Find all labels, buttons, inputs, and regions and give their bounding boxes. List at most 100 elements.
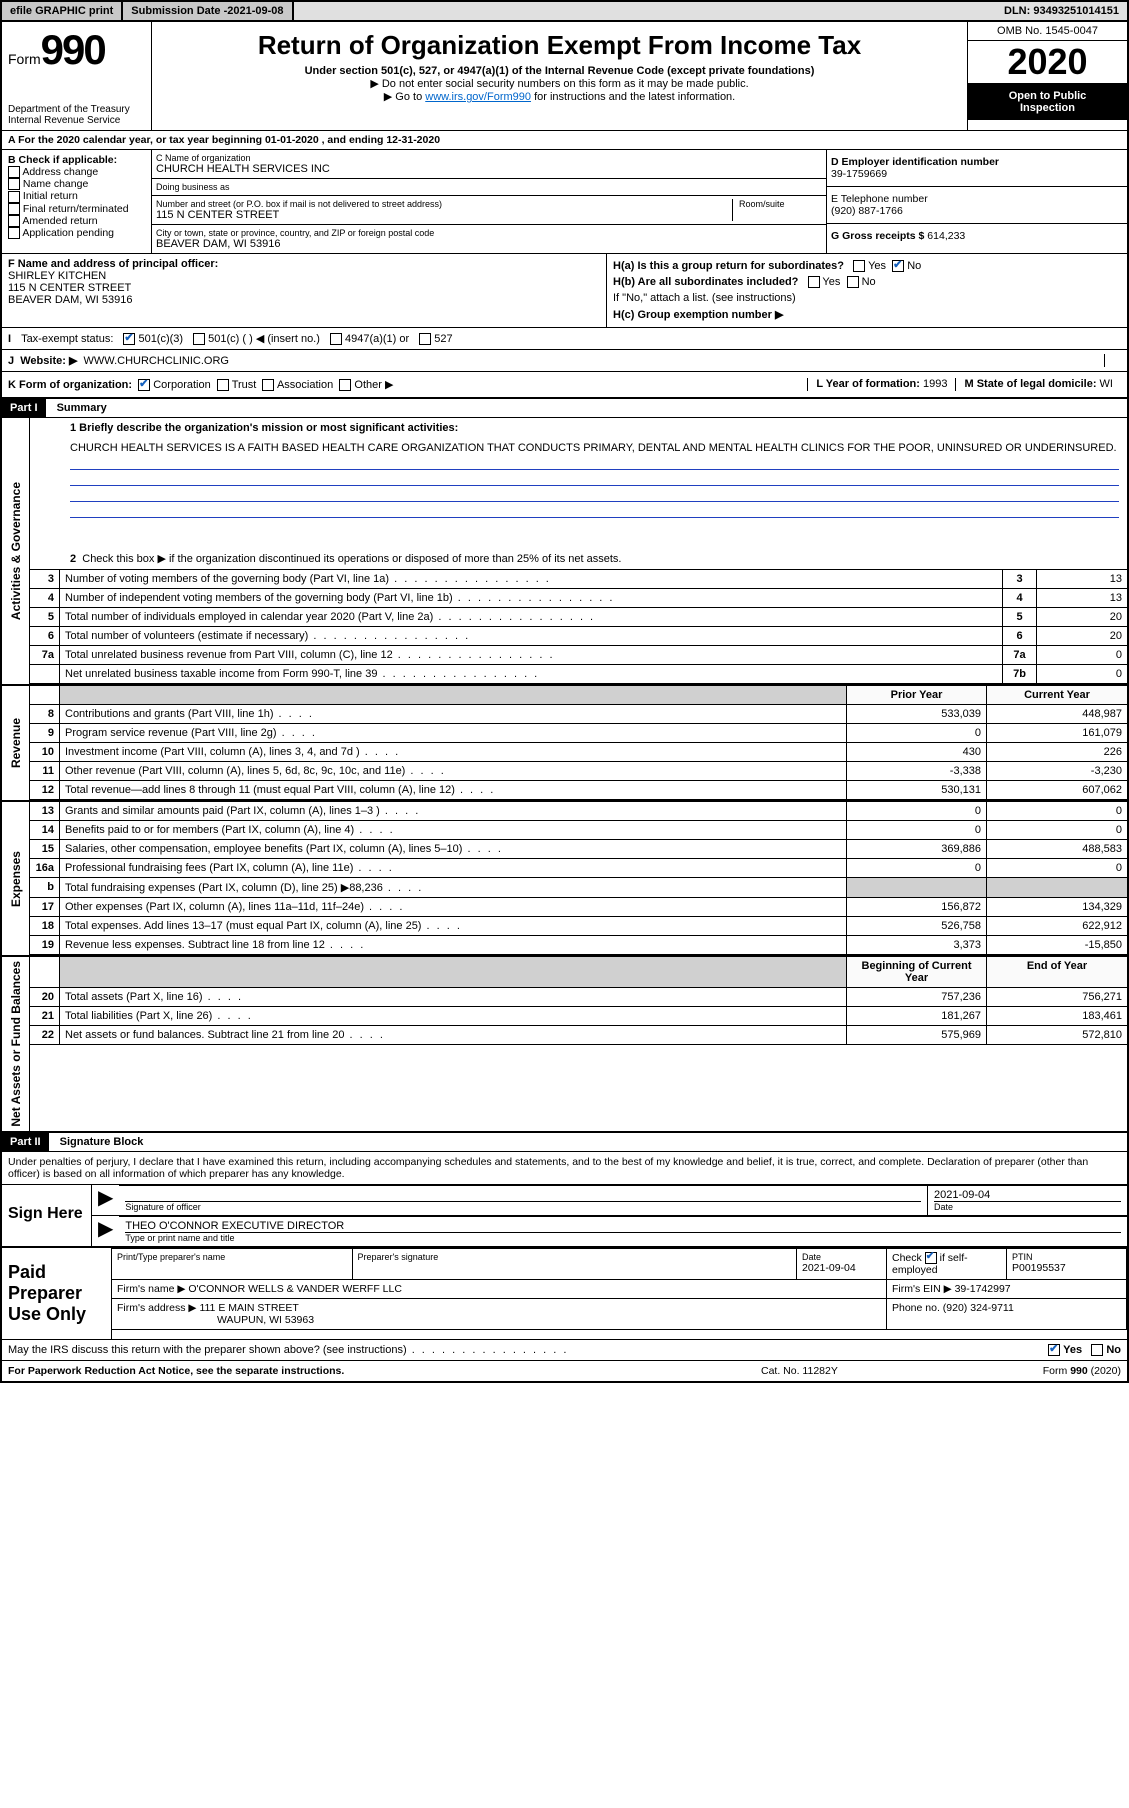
box-e: E Telephone number (920) 887-1766 [827, 187, 1127, 224]
sign-arrow-icon-2: ▶ [92, 1216, 119, 1246]
discuss-no[interactable] [1091, 1344, 1103, 1356]
phone-value: (920) 887-1766 [831, 205, 1123, 217]
line-num: 10 [30, 743, 60, 761]
line-17: 17Other expenses (Part IX, column (A), l… [30, 898, 1127, 917]
ptin-label: PTIN [1012, 1252, 1121, 1262]
officer-print-name: THEO O'CONNOR EXECUTIVE DIRECTOR [125, 1220, 1121, 1232]
chk-association[interactable] [262, 379, 274, 391]
part1-badge: Part I [2, 399, 46, 417]
officer-name: SHIRLEY KITCHEN [8, 270, 106, 282]
line-text: Total revenue—add lines 8 through 11 (mu… [60, 781, 847, 799]
room-label: Room/suite [739, 199, 822, 209]
col-current-year: Current Year [987, 686, 1127, 704]
part1-header: Part I Summary [2, 399, 1127, 418]
line-8: 8Contributions and grants (Part VIII, li… [30, 705, 1127, 724]
line-num: b [30, 878, 60, 897]
prior-year-value: 757,236 [847, 988, 987, 1006]
current-year-value: 226 [987, 743, 1127, 761]
chk-final-return[interactable]: Final return/terminated [8, 203, 145, 215]
chk-address-change[interactable]: Address change [8, 166, 145, 178]
firm-addr-label: Firm's address ▶ [117, 1302, 199, 1314]
firm-ein: 39-1742997 [955, 1283, 1011, 1295]
irs-link[interactable]: www.irs.gov/Form990 [425, 91, 531, 103]
line-text: Other expenses (Part IX, column (A), lin… [60, 898, 847, 916]
chk-501c[interactable]: 501(c) ( ) ◀ (insert no.) [193, 332, 320, 345]
prior-year-value: 430 [847, 743, 987, 761]
omb-number: OMB No. 1545-0047 [968, 22, 1127, 41]
current-year-value: 0 [987, 821, 1127, 839]
top-bar: efile GRAPHIC print Submission Date - 20… [0, 0, 1129, 22]
efile-print-button[interactable]: efile GRAPHIC print [2, 2, 123, 20]
form-title: Return of Organization Exempt From Incom… [158, 30, 961, 61]
prior-year-value: 3,373 [847, 936, 987, 954]
line-num: 13 [30, 802, 60, 820]
part2-header: Part II Signature Block [2, 1133, 1127, 1152]
box-m: M State of legal domicile: WI [955, 378, 1121, 391]
discuss-yes[interactable] [1048, 1344, 1060, 1356]
box-d: D Employer identification number 39-1759… [827, 150, 1127, 187]
officer-addr1: 115 N CENTER STREET [8, 282, 131, 294]
hb-yes[interactable]: Yes [822, 276, 840, 288]
chk-self-employed[interactable] [925, 1252, 937, 1264]
open-line2: Inspection [970, 102, 1125, 114]
line-num: 7a [30, 646, 60, 664]
part2-badge: Part II [2, 1133, 49, 1151]
city-value: BEAVER DAM, WI 53916 [156, 238, 822, 250]
line-text: Total expenses. Add lines 13–17 (must eq… [60, 917, 847, 935]
dept-treasury: Department of the Treasury [8, 104, 145, 115]
line-value: 0 [1037, 665, 1127, 683]
chk-trust[interactable] [217, 379, 229, 391]
submission-date-value: 2021-09-08 [227, 5, 283, 17]
line-num: 8 [30, 705, 60, 723]
chk-corporation[interactable] [138, 379, 150, 391]
ha-no[interactable]: No [907, 260, 921, 272]
form-note-ssn: Do not enter social security numbers on … [158, 77, 961, 90]
line-22: 22Net assets or fund balances. Subtract … [30, 1026, 1127, 1045]
chk-501c3[interactable]: 501(c)(3) [123, 333, 183, 345]
line-15: 15Salaries, other compensation, employee… [30, 840, 1127, 859]
ag-line-3: 3Number of voting members of the governi… [30, 570, 1127, 589]
officer-label: F Name and address of principal officer: [8, 258, 218, 270]
chk-name-change[interactable]: Name change [8, 178, 145, 190]
rev-col-header: Prior Year Current Year [30, 686, 1127, 705]
line-num: 14 [30, 821, 60, 839]
col-prior-year: Prior Year [847, 686, 987, 704]
side-label-revenue: Revenue [7, 714, 25, 772]
line-text: Revenue less expenses. Subtract line 18 … [60, 936, 847, 954]
officer-addr2: BEAVER DAM, WI 53916 [8, 294, 133, 306]
line-text: Investment income (Part VIII, column (A)… [60, 743, 847, 761]
form-note-link: Go to www.irs.gov/Form990 for instructio… [158, 90, 961, 103]
part1-title: Summary [49, 399, 115, 417]
hb-no[interactable]: No [862, 276, 876, 288]
line-box: 4 [1003, 589, 1037, 607]
prior-year-value: 156,872 [847, 898, 987, 916]
ha-yes[interactable]: Yes [868, 260, 886, 272]
street-value: 115 N CENTER STREET [156, 209, 732, 221]
ein-value: 39-1759669 [831, 168, 1123, 180]
ag-line-5: 5Total number of individuals employed in… [30, 608, 1127, 627]
line-text: Benefits paid to or for members (Part IX… [60, 821, 847, 839]
chk-4947[interactable]: 4947(a)(1) or [330, 333, 409, 345]
prior-year-value: 181,267 [847, 1007, 987, 1025]
ag-line-7b: Net unrelated business taxable income fr… [30, 665, 1127, 684]
current-year-value: 0 [987, 802, 1127, 820]
chk-application-pending[interactable]: Application pending [8, 227, 145, 239]
line-text: Total unrelated business revenue from Pa… [60, 646, 1003, 664]
dept-irs: Internal Revenue Service [8, 115, 145, 126]
chk-amended-return[interactable]: Amended return [8, 215, 145, 227]
row-j-website: J Website: ▶ WWW.CHURCHCLINIC.ORG [2, 350, 1127, 372]
line-box: 7b [1003, 665, 1037, 683]
chk-other[interactable] [339, 379, 351, 391]
chk-527[interactable]: 527 [419, 333, 452, 345]
chk-initial-return[interactable]: Initial return [8, 190, 145, 202]
discuss-row: May the IRS discuss this return with the… [2, 1340, 1127, 1361]
line-num [30, 665, 60, 683]
line-11: 11Other revenue (Part VIII, column (A), … [30, 762, 1127, 781]
line-num: 21 [30, 1007, 60, 1025]
signature-field[interactable]: Signature of officer [119, 1185, 927, 1215]
form-header: Form990 Department of the Treasury Inter… [2, 22, 1127, 131]
side-label-net: Net Assets or Fund Balances [7, 957, 25, 1131]
sign-date-value: 2021-09-04 [934, 1189, 1121, 1201]
firm-name-label: Firm's name ▶ [117, 1283, 188, 1295]
line-13: 13Grants and similar amounts paid (Part … [30, 802, 1127, 821]
